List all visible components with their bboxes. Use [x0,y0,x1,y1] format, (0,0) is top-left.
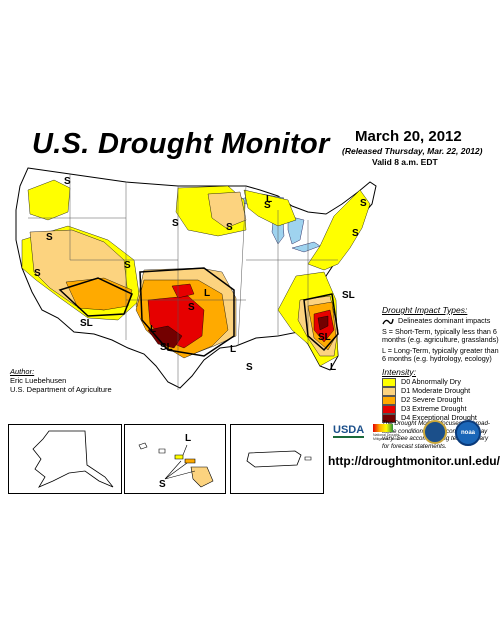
impact-line-icon [382,318,394,324]
intensity-d3: D3 Extreme Drought [382,404,500,414]
legend-delineates: Delineates dominant impacts [382,315,500,326]
legend-short-term-text: S = Short-Term, typically less than 6 mo… [382,326,499,344]
impact-boundary-sw [58,277,133,317]
conus-drought-map: S S S S S S S L S S SL L S L SL L S SL S… [15,167,377,390]
impact-boundary-se [303,293,339,352]
impact-label: S [172,218,179,229]
intensity-label: D2 Severe Drought [401,395,463,404]
doc-seal-icon [423,420,447,444]
d4-georgia [317,315,329,331]
hawaii-pointers [164,444,196,480]
d0-northwest [27,179,71,221]
impact-label: SL [318,332,331,343]
author-org: U.S. Department of Agriculture [10,385,112,394]
impact-types-header: Drought Impact Types: [382,305,468,315]
page-title: U.S. Drought Monitor [32,128,330,160]
legend-long-term-text: L = Long-Term, typically greater than 6 … [382,345,499,363]
impact-lines [58,267,339,357]
hawaii-islands [138,442,214,488]
impact-label: SL [342,290,355,301]
legend-delineates-text: Delineates dominant impacts [398,315,491,325]
intensity-label: D1 Moderate Drought [401,386,471,395]
d0-swatch [382,377,396,387]
island [190,466,214,488]
d3-swatch [382,404,396,414]
hawaii-label-s: S [159,479,166,490]
legend-long-term: L = Long-Term, typically greater than 6 … [382,345,500,364]
impact-labels: S S S S S S S L S S SL L S L SL L S SL S… [34,176,367,373]
d2-swatch [382,395,396,405]
impact-label: L [150,324,156,335]
intensity-d1: D1 Moderate Drought [382,386,500,396]
state-line [28,174,338,390]
impact-label: L [330,362,336,373]
island [184,458,196,464]
ndmc-logo: National Drought Mitigation Center [373,424,409,441]
author-name: Eric Luebehusen [10,376,67,385]
legend-short-term: S = Short-Term, typically less than 6 mo… [382,326,500,345]
ndmc-icon [373,424,393,432]
intensity-label: D0 Abnormally Dry [401,377,461,386]
map-date: March 20, 2012 [355,128,462,145]
puerto-rico-land [246,450,302,468]
state-borders [28,174,338,390]
intensity-header: Intensity: [382,366,417,377]
alaska-land [32,430,114,488]
impact-label: S [46,232,53,243]
impact-label: S [34,268,41,279]
usda-logo: USDA [333,424,365,438]
pr-islet [304,456,312,461]
hawaii-label-l: L [185,433,191,444]
intensity-label: D3 Extreme Drought [401,404,467,413]
impact-label: SL [160,342,173,353]
d1-minnesota [207,191,247,229]
impact-label: S [188,302,195,313]
impact-label: S [352,228,359,239]
impact-label: S [246,362,253,373]
d4-swatch [382,413,396,423]
intensity-label: D4 Exceptional Drought [401,413,477,422]
release-date: (Released Thursday, Mar. 22, 2012) [342,146,483,156]
impact-label: SL [80,318,93,329]
hawaii-map: L S [138,433,214,490]
author-label: Author: [10,367,35,376]
intensity-d0: D0 Abnormally Dry [382,377,500,387]
island [174,454,184,460]
pointer [164,444,196,480]
website-url[interactable]: http://droughtmonitor.unl.edu/ [328,454,500,468]
ndmc-logo-text: National Drought Mitigation Center [373,433,400,441]
island [138,442,148,450]
d0-northeast [307,189,371,271]
d1-swatch [382,386,396,396]
intensity-d4: D4 Exceptional Drought [382,413,500,423]
valid-time: Valid 8 a.m. EDT [372,157,438,167]
legend: Drought Impact Types: Delineates dominan… [382,306,500,423]
impact-label: S [64,176,71,187]
hawaii-inset: L S [124,424,226,494]
impact-label: S [264,200,271,211]
author-block: Author: Eric Luebehusen U.S. Department … [10,367,112,394]
alaska-map [32,430,114,488]
agency-logos: USDA National Drought Mitigation Center … [333,420,498,450]
impact-label: L [230,344,236,355]
impact-label: S [226,222,233,233]
alaska-inset [8,424,122,494]
puerto-rico-map [246,450,312,468]
noaa-logo: noaa [455,420,481,446]
island [158,448,166,454]
impact-label: L [204,288,210,299]
impact-boundary-tx [139,267,235,357]
d3-kansas [171,283,195,299]
impact-label: S [360,198,367,209]
impact-label: S [124,260,131,271]
impact-label: L [266,194,272,205]
intensity-d2: D2 Severe Drought [382,395,500,405]
puerto-rico-inset [230,424,324,494]
